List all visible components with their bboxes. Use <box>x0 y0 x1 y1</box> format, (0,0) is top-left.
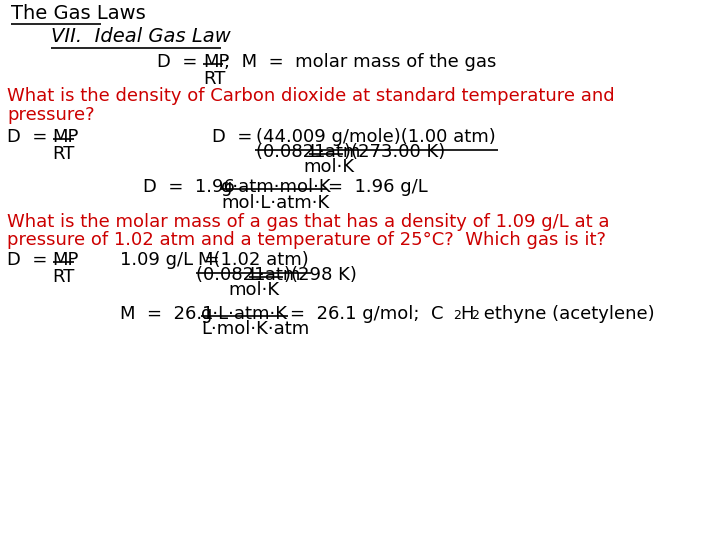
Text: mol·K: mol·K <box>228 281 279 299</box>
Text: MP: MP <box>53 128 79 146</box>
Text: VII.  Ideal Gas Law: VII. Ideal Gas Law <box>50 28 230 46</box>
Text: What is the density of Carbon dioxide at standard temperature and: What is the density of Carbon dioxide at… <box>7 87 615 105</box>
Text: What is the molar mass of a gas that has a density of 1.09 g/L at a: What is the molar mass of a gas that has… <box>7 213 610 231</box>
Text: D  =: D = <box>157 53 197 71</box>
Text: MP: MP <box>53 251 79 269</box>
Text: M  =  26.1: M = 26.1 <box>120 305 213 323</box>
Text: MP: MP <box>203 53 229 71</box>
Text: D  =: D = <box>7 128 48 146</box>
Text: )(298 K): )(298 K) <box>284 266 357 284</box>
Text: ethyne (acetylene): ethyne (acetylene) <box>478 305 654 323</box>
Text: 1.09 g/L  =: 1.09 g/L = <box>120 251 220 269</box>
Text: M(1.02 atm): M(1.02 atm) <box>198 251 309 269</box>
Text: L·atm: L·atm <box>249 266 300 284</box>
Text: D  =: D = <box>212 128 253 146</box>
Text: mol·K: mol·K <box>304 158 355 176</box>
Text: g·L·atm·K: g·L·atm·K <box>201 305 287 323</box>
Text: =  26.1 g/mol;  C: = 26.1 g/mol; C <box>289 305 443 323</box>
Text: g·atm·mol·K: g·atm·mol·K <box>221 178 331 195</box>
Text: )(273.00 K): )(273.00 K) <box>344 143 446 161</box>
Text: mol·L·atm·K: mol·L·atm·K <box>221 194 330 212</box>
Text: L·mol·K·atm: L·mol·K·atm <box>201 320 310 338</box>
Text: (0.0821: (0.0821 <box>256 143 332 161</box>
Text: (44.009 g/mole)(1.00 atm): (44.009 g/mole)(1.00 atm) <box>256 128 496 146</box>
Text: 2: 2 <box>472 309 480 322</box>
Text: (0.0821: (0.0821 <box>197 266 271 284</box>
Text: D  =: D = <box>7 251 48 269</box>
Text: RT: RT <box>53 145 75 163</box>
Text: RT: RT <box>203 70 225 88</box>
Text: D  =  1.96: D = 1.96 <box>143 178 235 195</box>
Text: pressure of 1.02 atm and a temperature of 25°C?  Which gas is it?: pressure of 1.02 atm and a temperature o… <box>7 232 606 249</box>
Text: ;  M  =  molar mass of the gas: ; M = molar mass of the gas <box>224 53 497 71</box>
Text: L·atm: L·atm <box>309 143 361 161</box>
Text: RT: RT <box>53 268 75 286</box>
Text: 2: 2 <box>453 309 461 322</box>
Text: The Gas Laws: The Gas Laws <box>11 4 146 23</box>
Text: pressure?: pressure? <box>7 106 95 124</box>
Text: H: H <box>460 305 474 323</box>
Text: =  1.96 g/L: = 1.96 g/L <box>328 178 428 195</box>
